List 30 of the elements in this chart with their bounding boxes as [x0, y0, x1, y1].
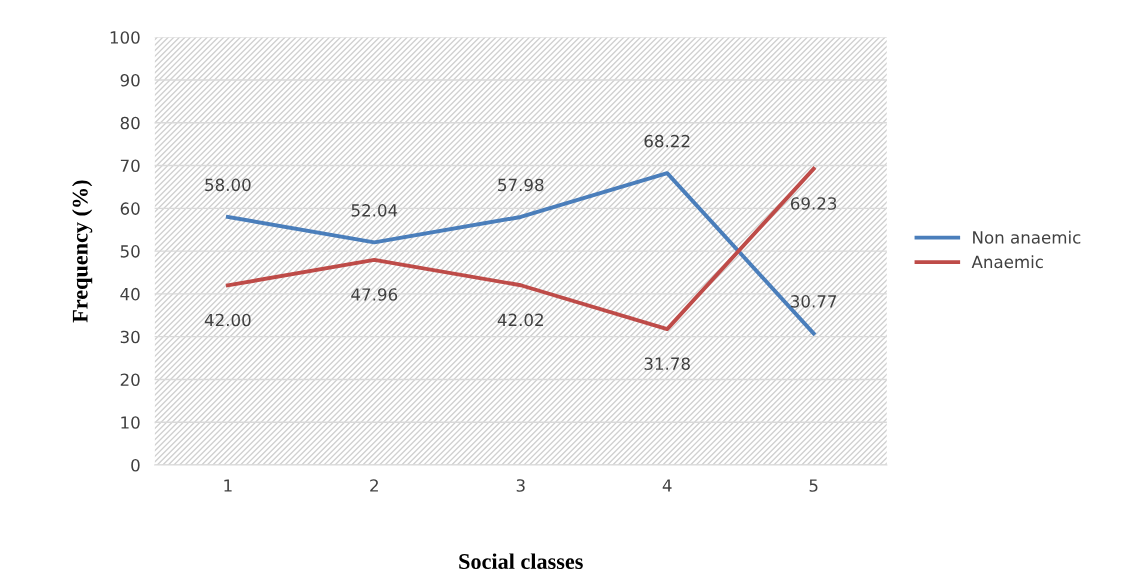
- data-label: 57.98: [498, 178, 544, 192]
- y-tick-label: 60: [120, 202, 140, 215]
- y-tick-label: 0: [131, 459, 140, 472]
- legend-label: Anaemic: [971, 255, 1043, 269]
- y-tick-label: 50: [120, 245, 140, 258]
- x-tick-label: 1: [224, 479, 232, 492]
- data-label: 42.00: [204, 313, 251, 327]
- x-tick-label: 5: [809, 479, 818, 492]
- data-label: 69.23: [790, 197, 837, 210]
- x-tick-label: 4: [662, 479, 672, 492]
- data-label: 58.00: [205, 178, 251, 192]
- y-tick-label: 10: [121, 416, 140, 429]
- y-tick-label: 20: [120, 373, 140, 387]
- data-label: 30.77: [791, 295, 837, 308]
- data-label: 68.22: [644, 134, 690, 148]
- y-tick-label: 90: [120, 73, 140, 87]
- y-tick-label: 70: [120, 159, 140, 173]
- data-label: 31.78: [644, 357, 690, 371]
- x-tick-label: 2: [370, 479, 378, 492]
- data-label: 52.04: [351, 204, 398, 217]
- y-tick-label: 40: [120, 287, 140, 301]
- x-axis-title: Social classes: [459, 553, 583, 570]
- legend-label: Non anaemic: [973, 230, 1081, 244]
- data-label: 42.02: [497, 313, 543, 327]
- y-tick-label: 80: [120, 116, 140, 130]
- x-tick-label: 3: [516, 479, 525, 492]
- y-axis-title: Frequency (%): [72, 180, 93, 323]
- y-tick-label: 30: [120, 330, 140, 344]
- y-tick-label: 100: [110, 31, 140, 44]
- data-label: 47.96: [351, 288, 398, 301]
